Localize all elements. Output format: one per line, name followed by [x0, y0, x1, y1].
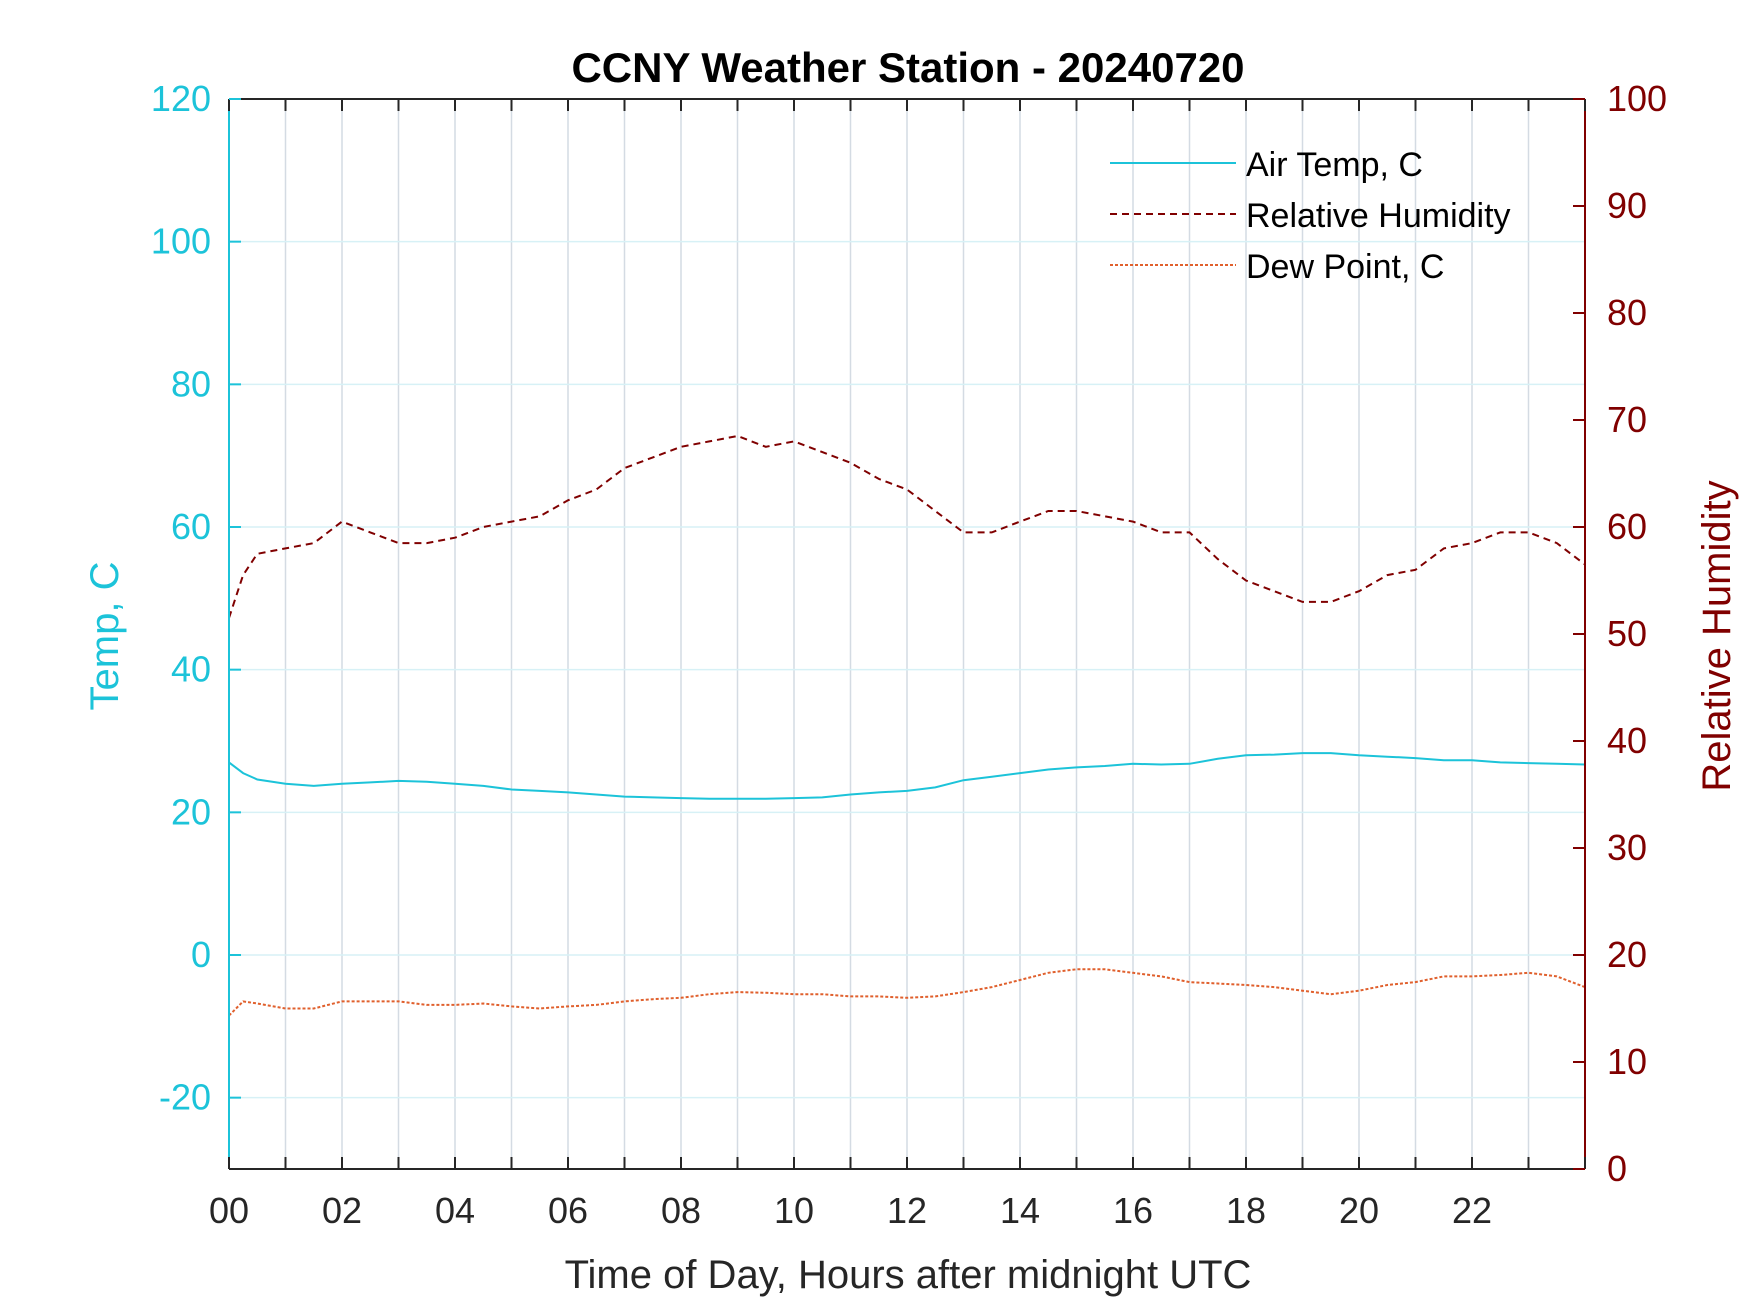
x-tick-label: 02 [322, 1190, 362, 1231]
y-right-tick-label: 0 [1607, 1148, 1627, 1189]
series-line-air-temp [228, 752, 1586, 800]
y-right-tick-label: 90 [1607, 185, 1647, 226]
y-axis-label-right: Relative Humidity [1695, 480, 1739, 791]
y-right-tick-label: 80 [1607, 292, 1647, 333]
legend-label-humidity: Relative Humidity [1246, 197, 1511, 235]
y-right-tick-label: 10 [1607, 1041, 1647, 1082]
y-left-tick-label: 0 [191, 934, 211, 975]
x-axis-label: Time of Day, Hours after midnight UTC [565, 1253, 1252, 1297]
x-tick-label: 08 [661, 1190, 701, 1231]
x-tick-label: 14 [1000, 1190, 1040, 1231]
x-tick-label: 16 [1113, 1190, 1153, 1231]
y-left-tick-label: 60 [171, 506, 211, 547]
series-lines [228, 434, 1586, 1017]
series-line-humidity [228, 434, 1586, 619]
y-right-tick-label: 50 [1607, 613, 1647, 654]
y-left-tick-label: 80 [171, 363, 211, 404]
y-left-tick-label: 20 [171, 791, 211, 832]
legend: Air Temp, C Relative Humidity Dew Point,… [1110, 146, 1511, 286]
y-left-tick-label: -20 [159, 1077, 211, 1118]
y-right-tick-label: 70 [1607, 399, 1647, 440]
y-right-tick-label: 60 [1607, 506, 1647, 547]
y-left-tick-label: 120 [151, 78, 211, 119]
y-right-tick-label: 30 [1607, 827, 1647, 868]
x-tick-label: 18 [1226, 1190, 1266, 1231]
x-tick-label: 00 [209, 1190, 249, 1231]
x-tick-label: 12 [887, 1190, 927, 1231]
grid-lines [229, 99, 1585, 1169]
legend-label-air-temp: Air Temp, C [1246, 146, 1423, 184]
legend-label-dew-point: Dew Point, C [1246, 248, 1444, 286]
x-tick-label: 04 [435, 1190, 475, 1231]
chart-title: CCNY Weather Station - 20240720 [571, 44, 1244, 91]
x-tick-label: 10 [774, 1190, 814, 1231]
tick-labels: 00 02 04 06 08 10 12 14 16 18 20 22-200204060801001… [151, 78, 1667, 1231]
x-tick-label: 20 [1339, 1190, 1379, 1231]
y-right-tick-label: 100 [1607, 78, 1667, 119]
axes [228, 98, 1586, 1170]
series-line-dew-point [228, 968, 1586, 1017]
y-right-tick-label: 40 [1607, 720, 1647, 761]
y-left-tick-label: 100 [151, 221, 211, 262]
y-axis-label-left: Temp, C [83, 562, 127, 711]
y-left-tick-label: 40 [171, 649, 211, 690]
x-tick-label: 06 [548, 1190, 588, 1231]
x-tick-label: 22 [1452, 1190, 1492, 1231]
y-right-tick-label: 20 [1607, 934, 1647, 975]
